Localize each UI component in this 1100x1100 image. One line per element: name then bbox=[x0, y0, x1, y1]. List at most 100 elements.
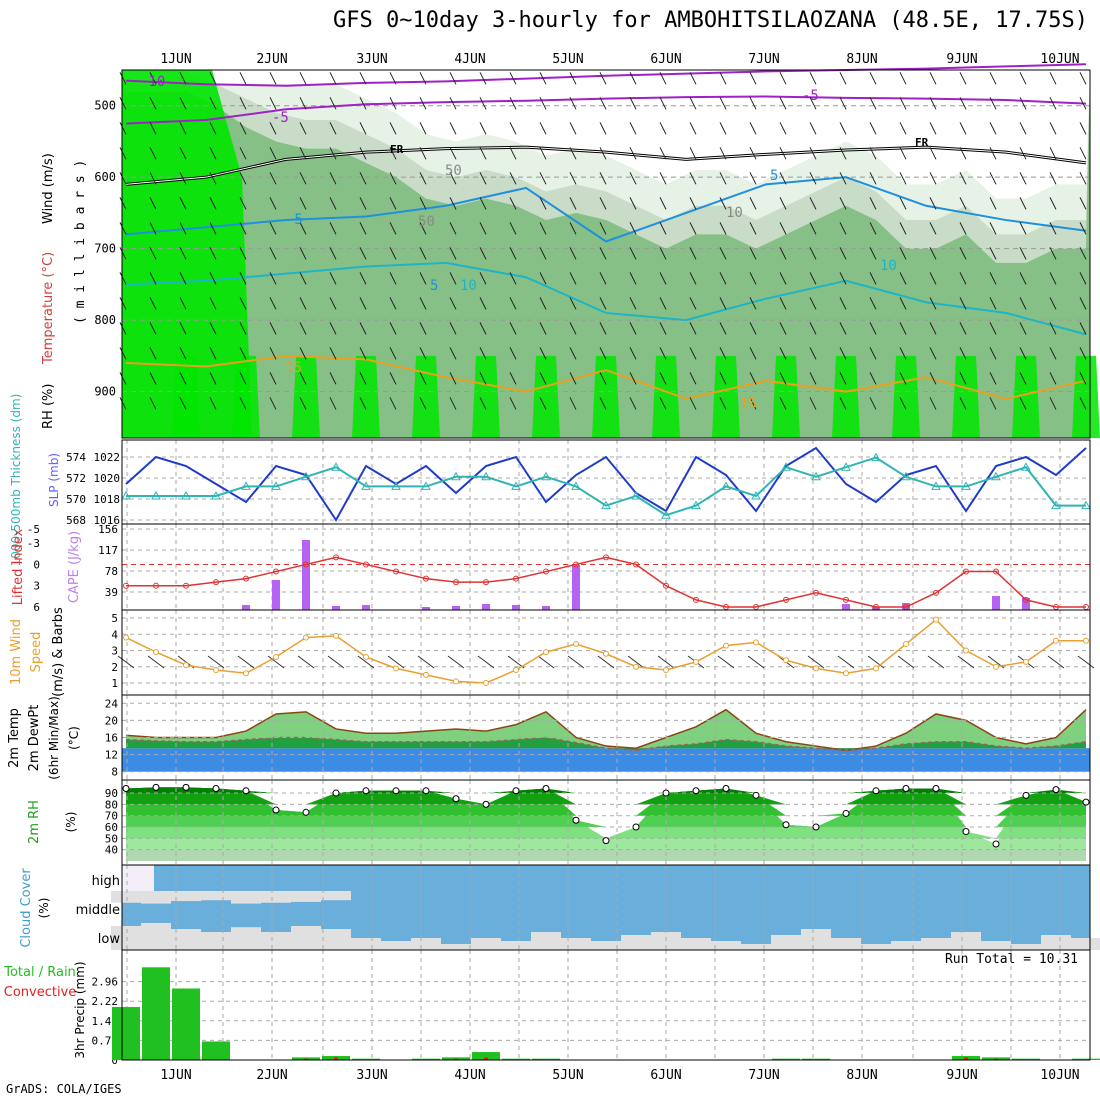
rh-moist-column bbox=[1072, 355, 1100, 438]
wind-barb bbox=[239, 122, 247, 135]
wind-barb bbox=[269, 122, 277, 135]
cloud-low bbox=[771, 935, 801, 950]
cape-bar bbox=[482, 604, 490, 610]
wind10-barb bbox=[237, 655, 255, 669]
wind-barb bbox=[629, 247, 637, 260]
wind-barb bbox=[389, 272, 397, 285]
xtick-top: 7JUN bbox=[748, 52, 779, 67]
wind-barb bbox=[1019, 347, 1027, 360]
li-ylabel-text: Lifted Index bbox=[11, 528, 26, 605]
xtick-top: 4JUN bbox=[454, 52, 485, 67]
cloud-low bbox=[981, 941, 1011, 950]
wind-barb bbox=[329, 72, 337, 85]
xtick-top: 9JUN bbox=[946, 52, 977, 67]
wind-ylabel-b-text: Speed bbox=[29, 632, 44, 673]
wind-barb bbox=[839, 197, 847, 210]
wind-barb bbox=[1019, 247, 1027, 260]
wind-barb bbox=[509, 297, 517, 310]
wind-barb bbox=[749, 122, 757, 135]
contour-label: 50 bbox=[445, 163, 462, 179]
wind10-barb bbox=[627, 655, 645, 669]
wind-barb bbox=[389, 297, 397, 310]
wind-ylabel-c: (m/s) & Barbs bbox=[51, 607, 66, 697]
temp-ylabel-d: (°C) bbox=[67, 726, 81, 750]
thickness-ylabel-text: 1000-500mb Thickness (dm) bbox=[9, 394, 23, 567]
wind-barb bbox=[1049, 147, 1057, 160]
precip-bar bbox=[172, 988, 200, 1060]
wind-barb bbox=[959, 297, 967, 310]
cloud-middle bbox=[231, 891, 261, 904]
wind-barb bbox=[869, 197, 877, 210]
wind-barb bbox=[839, 72, 847, 85]
wind-barb bbox=[149, 297, 157, 310]
temp-ylabel-b: 2m DewPt bbox=[27, 705, 42, 772]
wind-barb bbox=[689, 347, 697, 360]
ylabel-units: ( m i l l i b a r s ) bbox=[73, 160, 88, 324]
wind-barb bbox=[239, 222, 247, 235]
rh-point bbox=[332, 789, 340, 797]
wind-barb bbox=[239, 97, 247, 110]
wind-barb bbox=[989, 322, 997, 335]
li-point bbox=[453, 579, 459, 586]
wind-barb bbox=[929, 122, 937, 135]
wind-barb bbox=[1019, 172, 1027, 185]
rh-moist-column bbox=[952, 355, 980, 438]
wind-barb bbox=[179, 347, 187, 360]
wind-barb bbox=[779, 372, 787, 385]
precip-tick: 2.96 bbox=[92, 976, 119, 989]
wind-barb bbox=[149, 197, 157, 210]
wind-barb bbox=[569, 297, 577, 310]
wind-barb bbox=[359, 72, 367, 85]
wind-barb bbox=[149, 172, 157, 185]
wind-barb bbox=[719, 172, 727, 185]
wind10-point bbox=[513, 667, 519, 673]
wind-ylabel-a: 10m Wind bbox=[9, 619, 24, 685]
wind-barb bbox=[209, 222, 217, 235]
wind-barb bbox=[359, 272, 367, 285]
rh-moist-column bbox=[232, 355, 260, 438]
rh-moist-column bbox=[652, 355, 680, 438]
wind10-point bbox=[303, 634, 309, 641]
li-point bbox=[273, 568, 279, 575]
wind-barb bbox=[449, 97, 457, 110]
wind-barb bbox=[689, 297, 697, 310]
wind-barb bbox=[269, 372, 277, 385]
wind10-barb bbox=[387, 655, 405, 669]
wind-barb bbox=[929, 247, 937, 260]
cloud-units: (%) bbox=[37, 898, 51, 919]
wind-barb bbox=[899, 147, 907, 160]
conv-bar bbox=[484, 1057, 488, 1060]
wind-barb bbox=[899, 272, 907, 285]
wind-barb bbox=[719, 72, 727, 85]
wind-tick: 2 bbox=[111, 661, 118, 674]
precip-bar bbox=[202, 1041, 230, 1060]
wind10-barb bbox=[717, 655, 735, 669]
rh-point bbox=[542, 785, 550, 793]
wind-barb bbox=[629, 372, 637, 385]
wind-barb bbox=[779, 272, 787, 285]
wind-barb bbox=[629, 147, 637, 160]
wind-barb bbox=[1079, 147, 1087, 160]
rh-tick: 80 bbox=[105, 798, 118, 811]
wind-barb bbox=[449, 347, 457, 360]
thickness-point bbox=[421, 481, 431, 490]
wind-barb bbox=[959, 172, 967, 185]
wind-barb bbox=[989, 222, 997, 235]
wind-barb bbox=[569, 372, 577, 385]
wind-barb bbox=[299, 97, 307, 110]
wind10-point bbox=[1023, 658, 1029, 665]
wind-barb bbox=[659, 72, 667, 85]
wind-barb bbox=[659, 372, 667, 385]
rh-ylabel: 2m RH bbox=[27, 800, 42, 844]
wind-barb bbox=[1049, 197, 1057, 210]
cape-bar bbox=[542, 606, 550, 610]
wind-barb bbox=[899, 397, 907, 410]
rh-moist-column bbox=[712, 355, 740, 438]
wind-barb bbox=[119, 397, 127, 410]
wind-barb bbox=[119, 147, 127, 160]
cloud-low bbox=[111, 926, 141, 950]
wind-barb bbox=[419, 347, 427, 360]
precip-tick: 2.22 bbox=[92, 995, 119, 1008]
wind-barb bbox=[269, 222, 277, 235]
wind-barb bbox=[269, 272, 277, 285]
